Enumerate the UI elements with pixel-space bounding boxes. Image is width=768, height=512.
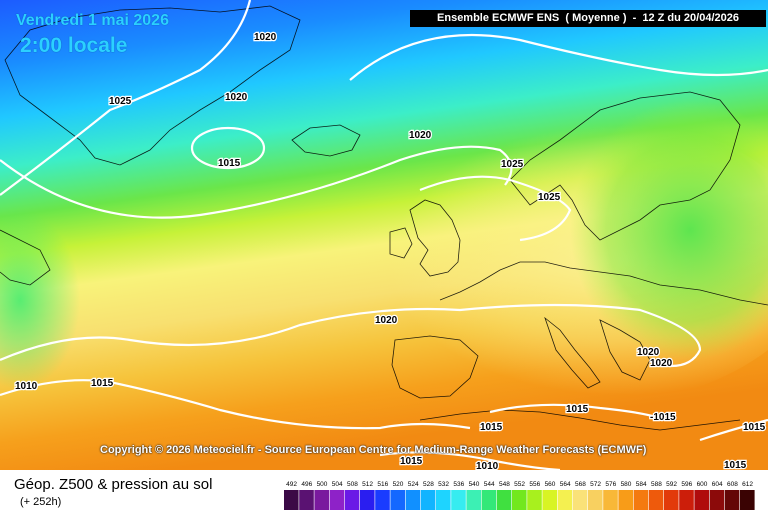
copyright-notice: Copyright © 2026 Meteociel.fr - Source E… [100, 444, 647, 456]
legend-tick-label: 608 [727, 481, 738, 488]
isobar-label: 1020 [225, 92, 248, 103]
legend-tick-label: 512 [362, 481, 373, 488]
isobar-label: 1020 [650, 358, 673, 369]
legend-tick-label: 540 [469, 481, 480, 488]
legend-color-swatch [512, 490, 527, 510]
isobar-label: 1015 [743, 422, 766, 433]
isobar-label: 1020 [375, 315, 398, 326]
legend-tick-label: 520 [393, 481, 404, 488]
isobar-label: 1015 [480, 422, 503, 433]
legend-color-swatch [420, 490, 436, 510]
isobar-label: 1020 [409, 130, 432, 141]
legend-color-swatch [618, 490, 633, 510]
color-scale-legend: 492 496 500 504 508 512 516 520 524 528 532 536 540 5… [284, 481, 755, 510]
isobar-label: 1015 [91, 378, 114, 389]
legend-tick-label: 528 [423, 481, 434, 488]
coastlines [0, 5, 768, 431]
parameter-title: Géop. Z500 & pression au sol [14, 476, 213, 493]
legend-color-swatch [664, 490, 679, 510]
isobar-label: 1010 [476, 461, 499, 470]
legend-tick-label: 572 [590, 481, 601, 488]
legend-tick-label: 552 [514, 481, 525, 488]
legend-color-swatch [390, 490, 405, 510]
isobar-label: 1015 [400, 456, 423, 467]
legend-tick-label: 604 [712, 481, 723, 488]
forecast-date: Vendredi 1 mai 2026 [16, 12, 169, 29]
isobar-labels: 1020 1025 1020 1015 1020 1025 1025 1020 … [14, 31, 767, 470]
legend-tick-label: 544 [484, 481, 495, 488]
legend-color-swatch [694, 490, 709, 510]
legend-tick-label: 548 [499, 481, 510, 488]
legend-color-swatch [588, 490, 603, 510]
legend-tick-label: 584 [636, 481, 647, 488]
isobar-label: 1015 [724, 460, 747, 470]
legend-color-swatch [724, 490, 740, 510]
isobar-label: 1020 [254, 32, 277, 43]
legend-color-swatch [648, 490, 664, 510]
legend-tick-label: 536 [453, 481, 464, 488]
legend-tick-label: 500 [317, 481, 328, 488]
forecast-local-time: 2:00 locale [20, 34, 128, 57]
isobar-label: 1025 [538, 192, 561, 203]
isobar-label: 1015 [218, 158, 241, 169]
legend-color-swatch [542, 490, 557, 510]
model-run-header: Ensemble ECMWF ENS ( Moyenne ) - 12 Z du… [410, 10, 766, 27]
legend-tick-label: 564 [560, 481, 571, 488]
legend-color-swatch [603, 490, 618, 510]
legend-color-swatch [451, 490, 466, 510]
legend-color-swatch [740, 490, 755, 510]
legend-color-swatch [633, 490, 649, 510]
legend-tick-label: 508 [347, 481, 358, 488]
legend-tick-label: 576 [605, 481, 616, 488]
legend-color-swatch [375, 490, 390, 510]
legend-color-swatch [709, 490, 725, 510]
legend-tick-label: 556 [529, 481, 540, 488]
legend-color-swatch [329, 490, 345, 510]
legend-tick-label: 600 [697, 481, 708, 488]
legend-color-swatch [405, 490, 421, 510]
legend-color-swatch [527, 490, 542, 510]
isobar-label: 1025 [501, 159, 524, 170]
legend-tick-label: 592 [666, 481, 677, 488]
isobar-label: 1025 [109, 96, 132, 107]
legend-tick-label: 588 [651, 481, 662, 488]
lead-time: (+ 252h) [20, 496, 62, 508]
legend-color-swatch [496, 490, 512, 510]
legend-tick-label: 612 [742, 481, 753, 488]
legend-tick-label: 524 [408, 481, 419, 488]
legend-color-swatch [314, 490, 329, 510]
legend-tick-label: 568 [575, 481, 586, 488]
legend-color-swatch [436, 490, 451, 510]
legend-color-swatch [344, 490, 360, 510]
isobar-label: 1020 [637, 347, 660, 358]
legend-tick-label: 496 [301, 481, 312, 488]
legend-color-swatch [572, 490, 588, 510]
isobar-label: 1010 [15, 381, 38, 392]
legend-tick-label: 504 [332, 481, 343, 488]
legend-tick-label: 560 [545, 481, 556, 488]
legend-color-swatch [466, 490, 481, 510]
legend-tick-label: 492 [286, 481, 297, 488]
legend-tick-label: 516 [377, 481, 388, 488]
isobars [0, 0, 768, 470]
legend-color-swatch [299, 490, 314, 510]
legend-color-swatch [679, 490, 694, 510]
legend-tick-label: 532 [438, 481, 449, 488]
legend-color-swatch [284, 490, 299, 510]
legend-color-swatch [360, 490, 375, 510]
legend-tick-label: 580 [621, 481, 632, 488]
geopotential-map: 1020 1025 1020 1015 1020 1025 1025 1020 … [0, 0, 768, 470]
isobar-label: 1015 [566, 404, 589, 415]
isobar-label: -1015 [650, 412, 676, 423]
legend-tick-label: 596 [681, 481, 692, 488]
legend-color-swatch [557, 490, 573, 510]
legend-color-swatch [481, 490, 497, 510]
